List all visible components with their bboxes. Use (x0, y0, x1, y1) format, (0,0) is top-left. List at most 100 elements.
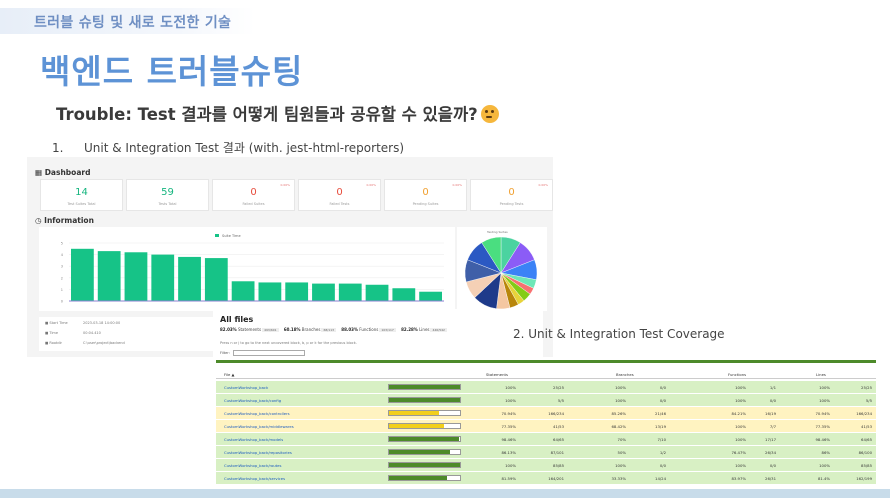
coverage-value: 100% (819, 385, 830, 390)
suite-time-bar (419, 291, 442, 301)
table-row: CustomWorkshop_back/config 100% 5/5 100% 0/0… (216, 394, 876, 407)
stat-value: 14 (75, 187, 88, 198)
coverage-value: 64/65 (553, 437, 564, 442)
stat-label: Test Suites Total (67, 202, 96, 206)
column-header[interactable]: Lines (816, 372, 826, 377)
coverage-bar (388, 475, 461, 481)
stat-value: 0 (250, 187, 257, 198)
column-header[interactable]: Statements (486, 372, 508, 377)
jest-report-screenshot: ▦ Dashboard 14 Test Suites Total 59 Tests T… (27, 157, 553, 357)
coverage-bar (388, 410, 461, 416)
coverage-value: 100% (735, 398, 746, 403)
column-header[interactable]: Functions (728, 372, 747, 377)
coverage-value: 13/19 (655, 424, 666, 429)
coverage-value: 98.46% (501, 437, 516, 442)
stat-percent: 0.00% (538, 183, 548, 187)
file-link[interactable]: CustomWorkshop_back/middlewares (224, 424, 294, 429)
coverage-bar-fill (389, 437, 459, 441)
file-link[interactable]: CustomWorkshop_back/models (224, 437, 284, 442)
run-meta-panel: ■ Start Time 2023-03-18 14:00:00 ■ Time 00… (39, 317, 239, 351)
file-link[interactable]: CustomWorkshop_back/repositories (224, 450, 292, 455)
thinking-face-icon (480, 105, 499, 123)
coverage-stats: 82.03% Statements 493/601 60.18% Branches… (220, 327, 447, 332)
coverage-value: 70.94% (815, 411, 830, 416)
coverage-value: 7/10 (657, 437, 666, 442)
coverage-value: 77.35% (501, 424, 516, 429)
coverage-value: 85/85 (861, 463, 872, 468)
y-tick-label: 3 (61, 265, 63, 269)
information-heading: ◷ Information (35, 216, 94, 225)
all-files-title: All files (220, 315, 254, 324)
meta-row-rootdir: ■ Rootdir C:\user\project\backend (45, 341, 125, 345)
coverage-value: 85.26% (611, 411, 626, 416)
coverage-value: 17/17 (765, 437, 776, 442)
column-header[interactable]: Branches (616, 372, 634, 377)
coverage-value: 70.94% (501, 411, 516, 416)
coverage-bar-fill (389, 398, 460, 402)
footer-bar (0, 489, 890, 498)
stat-percent: 0.00% (366, 183, 376, 187)
table-row: CustomWorkshop_back/services 81.59% 164/20… (216, 472, 876, 485)
section-label: 트러블 슈팅 및 새로 도전한 기술 (34, 15, 232, 31)
coverage-bar (388, 436, 461, 442)
suite-time-bar (151, 254, 175, 301)
coverage-value: 0/0 (659, 385, 666, 390)
dashboard-heading: ▦ Dashboard (35, 168, 91, 177)
coverage-value: 85/85 (553, 463, 564, 468)
coverage-value: 100% (505, 463, 516, 468)
stat-percent: 0.00% (452, 183, 462, 187)
slide-subtitle: Trouble: Test 결과를 어떻게 팀원들과 공유할 수 있을까? (56, 101, 499, 125)
table-row: CustomWorkshop_back/models 98.46% 64/65 70%… (216, 433, 876, 446)
coverage-value: 100% (735, 463, 746, 468)
stat-label: Failed Suites (242, 202, 265, 206)
suite-time-bar (231, 281, 255, 301)
file-link[interactable]: CustomWorkshop_back/routes (224, 463, 282, 468)
stat-value: 0 (508, 187, 515, 198)
y-tick-label: 1 (61, 288, 63, 292)
y-tick-label: 0 (61, 300, 63, 304)
coverage-value: 166/234 (856, 411, 872, 416)
coverage-value: 14/24 (655, 476, 666, 481)
suite-time-bar (124, 252, 148, 301)
slide-title: 백엔드 트러블슈팅 (40, 52, 304, 91)
coverage-bar-fill (389, 476, 448, 480)
coverage-value: 100% (505, 398, 516, 403)
file-link[interactable]: CustomWorkshop_back (224, 385, 269, 390)
stat-label: Failed Tests (329, 202, 350, 206)
suite-time-bar (392, 288, 416, 301)
coverage-value: 21/46 (655, 411, 666, 416)
coverage-value: 86.13% (501, 450, 516, 455)
coverage-value: 100% (615, 385, 626, 390)
file-link[interactable]: CustomWorkshop_back/config (224, 398, 282, 403)
coverage-value: 68.42% (611, 424, 626, 429)
subtitle-text: Trouble: Test 결과를 어떻게 팀원들과 공유할 수 있을까? (56, 105, 478, 124)
coverage-value: 166/234 (548, 411, 564, 416)
table-row: CustomWorkshop_back/middlewares 77.35% 41/… (216, 420, 876, 433)
suite-time-chart-panel: 0 1 2 3 4 5 Suite Time (39, 227, 455, 311)
filter-input[interactable] (232, 350, 305, 356)
coverage-bar-fill (389, 385, 460, 389)
meta-row-start: ■ Start Time 2023-03-18 14:00:00 (45, 321, 121, 325)
information-title: Information (44, 216, 94, 225)
coverage-value: 100% (615, 398, 626, 403)
stat-card: 14 Test Suites Total (40, 179, 123, 211)
coverage-value: 162/199 (856, 476, 872, 481)
table-row: CustomWorkshop_back 100% 25/25 100% 0/0 100% 1… (216, 381, 876, 394)
coverage-value: 64/65 (861, 437, 872, 442)
coverage-value: 25/25 (553, 385, 564, 390)
coverage-value: 100% (735, 385, 746, 390)
file-link[interactable]: CustomWorkshop_back/services (224, 476, 286, 481)
coverage-value: 5/5 (865, 398, 872, 403)
coverage-bar-fill (389, 450, 451, 454)
file-link[interactable]: CustomWorkshop_back/controllers (224, 411, 290, 416)
table-row: CustomWorkshop_back/controllers 70.94% 166… (216, 407, 876, 420)
stat-card: 0 Failed Suites 0.00% (212, 179, 295, 211)
stat-label: Pending Tests (499, 202, 524, 206)
coverage-value: 86/100 (858, 450, 872, 455)
stat-card: 0 Pending Tests 0.00% (470, 179, 553, 211)
coverage-value: 5/5 (557, 398, 564, 403)
suite-time-bar (312, 283, 335, 301)
column-header[interactable]: File ▲ (224, 372, 235, 377)
stat-value: 0 (422, 187, 429, 198)
coverage-value: 76.47% (731, 450, 746, 455)
